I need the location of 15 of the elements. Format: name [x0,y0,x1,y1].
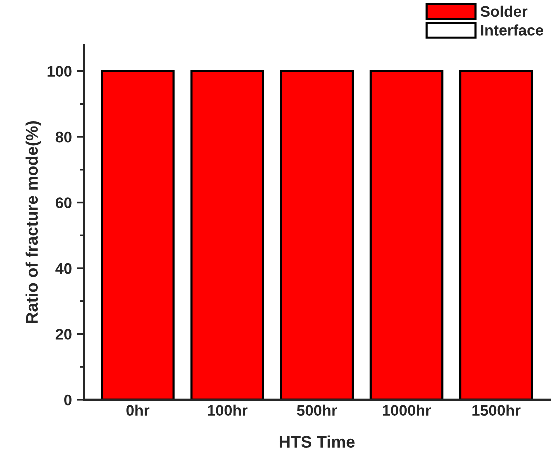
x-tick-label: 500hr [297,404,338,416]
x-tick-label: 1000hr [383,404,432,416]
y-tick-label: 80 [56,132,72,143]
legend-label: Solder [480,6,528,18]
y-axis-title: Ratio of fracture mode(%) [26,121,42,324]
x-tick-label: 0hr [126,404,150,416]
y-tick-label: 40 [56,263,72,274]
x-tick-label: 1500hr [472,404,521,416]
x-tick-label: 100hr [208,404,248,416]
x-axis-title: HTS Time [280,436,355,448]
y-tick-label: 20 [56,329,72,340]
y-tick-label: 60 [56,198,72,208]
y-tick-label: 0 [64,394,72,406]
y-tick-label: 100 [48,66,72,77]
legend-label: Interface [481,24,544,36]
